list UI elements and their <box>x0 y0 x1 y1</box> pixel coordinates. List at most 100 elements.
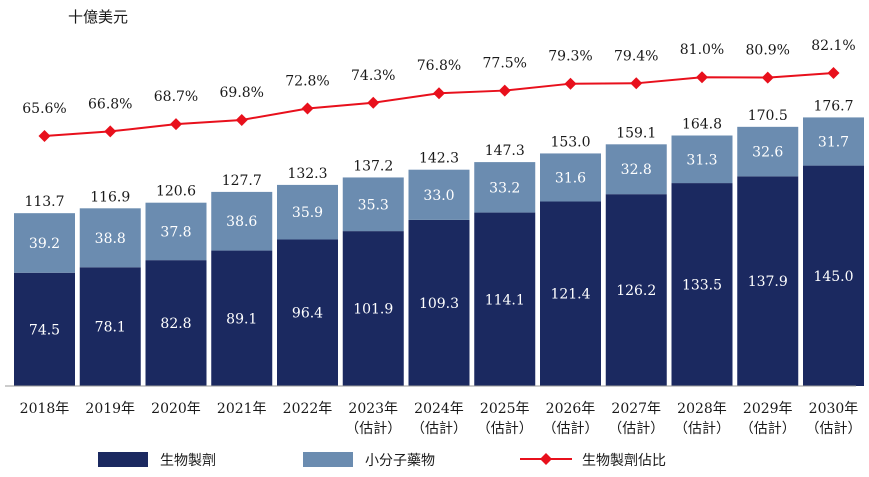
x-tick-sublabel: （估計） <box>608 421 664 437</box>
x-tick-sublabel: （估計） <box>740 421 796 437</box>
label-total: 137.2 <box>353 158 393 174</box>
share-line-layer <box>38 67 840 142</box>
bar-small-molecule <box>277 184 338 240</box>
label-small-molecule: 33.0 <box>423 188 454 204</box>
label-biologics: 145.0 <box>813 269 853 285</box>
label-small-molecule: 31.7 <box>818 135 849 151</box>
label-biologics: 121.4 <box>550 287 590 303</box>
bar-small-molecule <box>737 126 799 177</box>
label-total: 127.7 <box>222 173 262 189</box>
share-marker <box>630 77 643 90</box>
label-small-molecule: 38.8 <box>95 231 126 247</box>
legend-swatch-share-marker <box>540 453 552 465</box>
label-biologics: 82.8 <box>160 316 191 332</box>
share-marker <box>38 130 51 142</box>
label-small-molecule: 37.8 <box>160 224 191 240</box>
x-tick-sublabel: （估計） <box>345 421 401 437</box>
share-marker <box>433 87 445 100</box>
bars-layer <box>14 117 864 386</box>
label-biologics: 126.2 <box>616 283 656 299</box>
bar-small-molecule <box>803 117 864 166</box>
bar-small-molecule <box>408 169 470 220</box>
label-biologics: 74.5 <box>29 322 60 338</box>
bar-biologics <box>14 272 75 386</box>
label-biologics: 133.5 <box>682 278 722 294</box>
share-marker <box>498 84 511 97</box>
bar-biologics <box>79 267 141 386</box>
x-tick-label: 2021年 <box>217 401 267 417</box>
label-total: 116.9 <box>90 189 130 205</box>
x-tick-label: 2025年 <box>480 401 530 417</box>
legend-label-share: 生物製劑佔比 <box>582 452 666 469</box>
legend-swatch-biologics <box>98 452 148 467</box>
label-biologics: 89.1 <box>226 311 257 327</box>
bar-small-molecule <box>79 208 141 268</box>
label-share: 79.4% <box>614 48 658 64</box>
label-share: 72.8% <box>285 74 329 90</box>
label-biologics: 78.1 <box>95 320 126 336</box>
label-biologics: 96.4 <box>292 306 323 322</box>
bar-small-molecule <box>474 162 536 213</box>
label-total: 142.3 <box>419 151 459 167</box>
label-biologics: 101.9 <box>353 302 393 318</box>
label-small-molecule: 39.2 <box>29 236 60 252</box>
label-total: 113.7 <box>24 194 64 210</box>
x-tick-label: 2030年 <box>809 401 859 417</box>
label-total: 170.5 <box>748 108 788 124</box>
label-biologics: 114.1 <box>485 292 525 308</box>
bar-small-molecule <box>145 202 207 261</box>
label-total: 132.3 <box>287 166 327 182</box>
label-share: 80.9% <box>746 43 790 59</box>
bar-biologics <box>211 250 273 386</box>
label-total: 147.3 <box>485 143 525 159</box>
bar-biologics <box>474 212 536 386</box>
bar-biologics <box>671 183 733 386</box>
bar-biologics <box>408 219 470 386</box>
bar-biologics <box>737 176 799 386</box>
legend-swatch-small-molecule <box>303 452 353 467</box>
x-tick-label: 2020年 <box>151 401 201 417</box>
bar-biologics <box>803 165 864 386</box>
x-tick-sublabel: （估計） <box>543 421 599 437</box>
bar-small-molecule <box>14 213 75 273</box>
legend-label-biologics: 生物製劑 <box>160 452 216 469</box>
share-marker <box>761 71 774 84</box>
label-small-molecule: 31.3 <box>686 152 717 168</box>
share-marker <box>367 96 380 109</box>
label-share: 68.7% <box>154 89 198 105</box>
label-small-molecule: 35.9 <box>292 205 323 221</box>
label-small-molecule: 32.8 <box>621 162 652 178</box>
x-tick-label: 2026年 <box>546 401 596 417</box>
label-small-molecule: 31.6 <box>555 170 586 186</box>
label-total: 164.8 <box>682 117 722 133</box>
bar-small-molecule <box>211 191 273 251</box>
legend: 生物製劑 小分子藥物 生物製劑佔比 <box>98 452 666 469</box>
unit-label: 十億美元 <box>68 8 128 26</box>
bar-biologics <box>145 260 207 386</box>
label-small-molecule: 33.2 <box>489 180 520 196</box>
x-tick-label: 2023年 <box>348 401 398 417</box>
share-marker <box>564 77 577 90</box>
label-total: 176.7 <box>813 98 853 114</box>
label-small-molecule: 32.6 <box>752 145 783 161</box>
label-total: 153.0 <box>550 134 590 150</box>
x-tick-label: 2018年 <box>20 401 70 417</box>
share-marker <box>235 113 248 126</box>
legend-label-small-molecule: 小分子藥物 <box>365 453 435 469</box>
label-biologics: 109.3 <box>419 296 459 312</box>
share-marker <box>696 71 708 84</box>
x-tick-label: 2027年 <box>611 401 661 417</box>
label-share: 81.0% <box>680 42 724 58</box>
share-marker <box>301 102 314 115</box>
bar-small-molecule <box>671 135 733 184</box>
label-total: 120.6 <box>156 184 196 200</box>
label-share: 74.3% <box>351 68 395 84</box>
label-small-molecule: 38.6 <box>226 214 257 230</box>
x-tick-label: 2029年 <box>743 401 793 417</box>
x-tick-sublabel: （估計） <box>674 421 730 437</box>
x-tick-labels: 2018年 2019年 2020年 2021年 2022年 2023年 （估計） 2024年 （… <box>20 401 862 437</box>
label-share: 79.3% <box>548 49 592 65</box>
x-tick-sublabel: （估計） <box>477 421 533 437</box>
label-share: 66.8% <box>88 96 132 112</box>
